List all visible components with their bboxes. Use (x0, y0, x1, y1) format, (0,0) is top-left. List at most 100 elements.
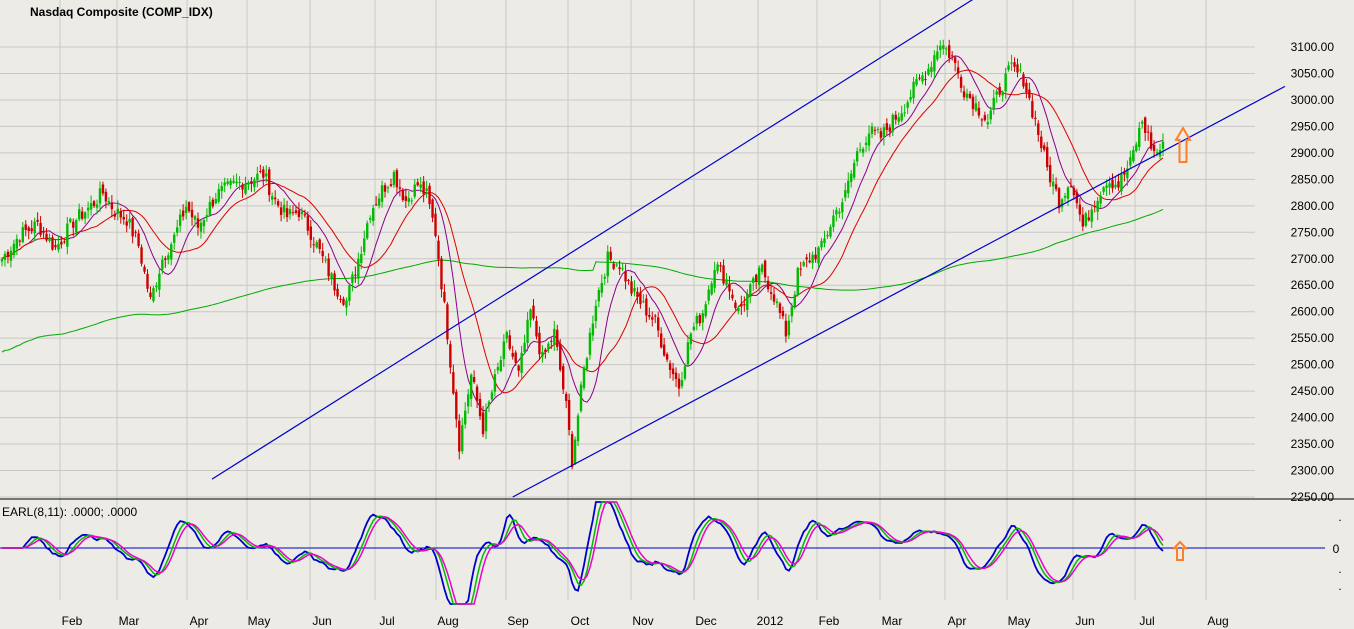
candle-up (1132, 150, 1135, 162)
candle-up (392, 172, 396, 185)
candle-up (288, 209, 292, 215)
candle-up (419, 184, 422, 188)
candle-up (936, 51, 939, 60)
candle-up (826, 234, 829, 237)
candle-down (1069, 186, 1073, 188)
candle-up (226, 181, 229, 184)
candle-up (116, 208, 120, 214)
candle-up (526, 319, 529, 343)
candle-up (484, 409, 488, 432)
indicator-label: EARL(8,11): .0000; .0000 (2, 505, 138, 519)
candle-up (238, 182, 241, 184)
candle-up (490, 392, 494, 400)
candle-up (15, 238, 19, 249)
candle-up (1155, 152, 1159, 154)
candle-down (110, 202, 114, 210)
price-tick-label: 3000.00 (1291, 93, 1335, 107)
candle-down (959, 76, 963, 88)
moving-average-line-2 (1, 69, 1164, 394)
candle-up (407, 197, 410, 203)
candle-up (1004, 73, 1007, 92)
price-tick-label: 2800.00 (1291, 199, 1335, 213)
candle-up (351, 274, 354, 284)
candle-down (719, 265, 722, 267)
candle-down (766, 280, 770, 290)
candle-down (431, 199, 434, 218)
candle-down (250, 181, 253, 184)
candle-up (253, 179, 256, 188)
candle-up (128, 218, 131, 223)
candle-down (1123, 172, 1126, 175)
indicator-line-3 (2, 501, 1164, 605)
candle-up (838, 211, 841, 214)
candle-down (146, 273, 149, 289)
candle-down (458, 420, 461, 452)
candle-down (654, 315, 657, 317)
price-tick-label: 2600.00 (1291, 305, 1335, 319)
candle-up (78, 209, 81, 220)
candle-up (66, 223, 69, 247)
candle-down (677, 378, 681, 389)
candle-up (520, 352, 523, 373)
candle-up (57, 243, 60, 250)
candle-up (576, 415, 580, 442)
candle-down (662, 344, 666, 356)
candle-up (642, 301, 645, 303)
date-tick-label: Feb (62, 614, 83, 628)
candle-up (909, 97, 912, 100)
candle-up (541, 351, 544, 357)
candle-down (918, 77, 921, 79)
candle-down (18, 240, 22, 242)
candle-up (915, 79, 918, 85)
candle-down (538, 332, 541, 355)
candle-down (72, 221, 75, 228)
candle-up (1066, 187, 1070, 199)
price-tick-label: 3050.00 (1291, 66, 1335, 80)
candle-down (428, 185, 431, 205)
moving-average-line-3 (1, 208, 1164, 353)
candle-up (502, 341, 506, 360)
candle-up (615, 264, 618, 266)
candle-up (870, 126, 874, 134)
price-tick-label: 2850.00 (1291, 172, 1335, 186)
candle-down (452, 372, 455, 394)
candle-down (181, 210, 185, 217)
date-tick-label: Aug (1207, 614, 1228, 628)
candle-down (416, 182, 419, 186)
candle-up (986, 122, 990, 125)
candle-down (440, 258, 443, 290)
candle-down (187, 202, 191, 212)
candle-up (900, 113, 903, 121)
candle-up (167, 255, 170, 260)
price-tick-label: 2650.00 (1291, 278, 1335, 292)
candle-down (1146, 131, 1150, 133)
candle-up (695, 315, 699, 324)
candle-down (434, 213, 437, 236)
date-tick-label: Mar (882, 614, 903, 628)
candle-down (1045, 147, 1049, 168)
candle-up (469, 374, 473, 399)
candle-down (1034, 117, 1037, 120)
candle-up (725, 279, 728, 285)
candle-up (757, 267, 761, 285)
candle-down (54, 245, 57, 248)
candle-up (0, 258, 4, 262)
candle-up (217, 189, 220, 202)
candle-up (633, 288, 636, 292)
candle-down (645, 298, 648, 316)
candle-up (175, 227, 179, 233)
candle-down (1040, 136, 1043, 149)
date-tick-label: May (1008, 614, 1031, 628)
candle-down (122, 216, 125, 220)
price-tick-label: 3100.00 (1291, 40, 1335, 54)
candle-down (722, 265, 725, 284)
candle-down (27, 227, 30, 232)
candle-down (511, 352, 514, 357)
candlesticks (0, 39, 1165, 470)
candle-down (125, 221, 128, 226)
date-tick-label: Feb (819, 614, 840, 628)
indicator-zero-label: 0 (1333, 542, 1340, 556)
candle-up (360, 253, 363, 264)
candle-down (1149, 132, 1153, 149)
candle-down (196, 218, 200, 228)
